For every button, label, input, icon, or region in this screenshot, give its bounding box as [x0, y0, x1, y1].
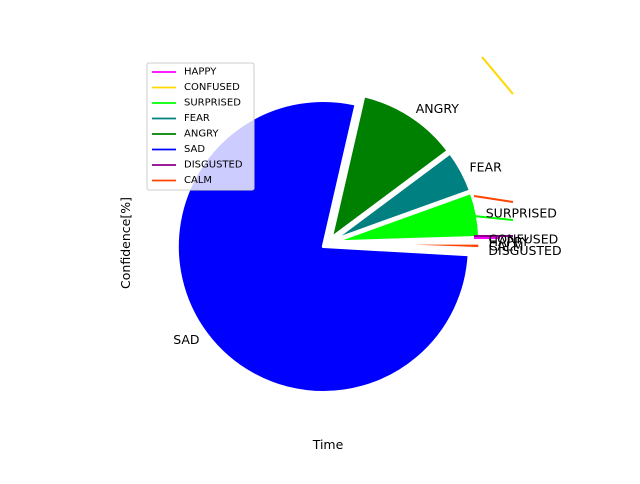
legend-item-sad: SAD [152, 144, 205, 155]
legend-label-sad: SAD [184, 144, 205, 155]
legend-item-fear: FEAR [152, 113, 210, 124]
leader-lines [473, 56, 514, 239]
legend-label-fear: FEAR [184, 113, 210, 124]
wedge-label-angry: ANGRY [416, 101, 459, 116]
wedge-label-surprised: SURPRISED [486, 205, 557, 220]
legend-frame [146, 62, 255, 191]
wedge-label-sad: SAD [173, 332, 199, 347]
x-axis-label: Time [312, 437, 344, 452]
leader-line-surprised [473, 215, 514, 221]
pie-slice-calm [332, 241, 482, 251]
legend-label-surprised: SURPRISED [184, 98, 241, 109]
wedge-label-fear: FEAR [469, 159, 502, 174]
legend-item-calm: CALM [152, 175, 212, 186]
legend: HAPPY CONFUSED SURPRISED FEAR ANGRY SAD DISGUS… [146, 62, 255, 191]
legend-label-disgusted: DISGUSTED [184, 160, 243, 171]
legend-label-confused: CONFUSED [184, 82, 240, 93]
pie-slice-fear [331, 151, 473, 242]
pie-slice-angry [329, 94, 450, 240]
leader-line-confused [481, 56, 514, 95]
leader-line-calm [473, 195, 514, 203]
wedge-label-happy: HAPPY [489, 234, 530, 249]
legend-label-calm: CALM [184, 175, 212, 186]
legend-label-happy: HAPPY [184, 67, 217, 78]
legend-item-surprised: SURPRISED [152, 98, 241, 109]
wedge-label-disgusted: DISGUSTED [488, 243, 561, 258]
wedge-label-confused: CONFUSED [489, 231, 559, 246]
legend-item-disgusted: DISGUSTED [152, 160, 243, 171]
legend-label-angry: ANGRY [184, 129, 219, 140]
y-axis-label: Confidence[%] [118, 197, 133, 289]
legend-item-confused: CONFUSED [152, 82, 240, 93]
legend-item-angry: ANGRY [152, 129, 219, 140]
wedge-label-calm: CALM [489, 239, 524, 254]
legend-item-happy: HAPPY [152, 67, 217, 78]
